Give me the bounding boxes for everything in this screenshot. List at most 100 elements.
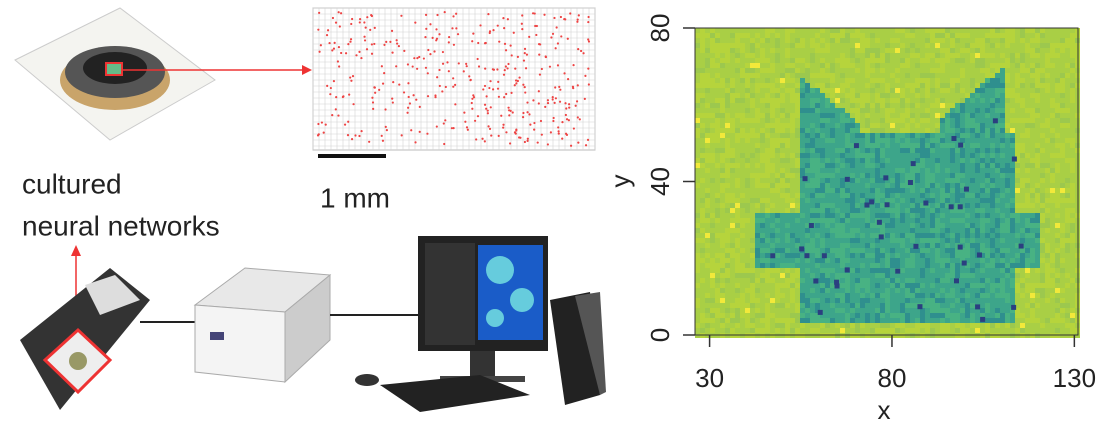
heat-cell — [765, 123, 770, 128]
heat-cell — [935, 188, 940, 193]
heat-cell — [955, 223, 960, 228]
heat-cell — [800, 193, 805, 198]
heat-cell — [710, 83, 715, 88]
heat-cell — [785, 198, 790, 203]
heat-cell — [950, 248, 955, 253]
heat-cell — [845, 263, 850, 268]
heat-cell — [925, 208, 930, 213]
heat-cell — [700, 183, 705, 188]
heat-cell — [990, 83, 995, 88]
spike-dot — [523, 59, 525, 61]
heat-cell — [965, 73, 970, 78]
spike-dot — [470, 79, 472, 81]
heat-cell — [945, 53, 950, 58]
spike-dot — [347, 121, 349, 123]
heat-cell — [950, 128, 955, 133]
heat-cell — [800, 53, 805, 58]
heat-cell — [995, 228, 1000, 233]
heat-cell — [725, 268, 730, 273]
heat-cell — [740, 98, 745, 103]
heat-cell — [1005, 178, 1010, 183]
heat-cell — [1070, 103, 1075, 108]
heat-cell — [1030, 83, 1035, 88]
heat-cell — [735, 53, 740, 58]
heat-cell — [1030, 208, 1035, 213]
heat-cell — [1070, 83, 1075, 88]
heat-cell — [730, 238, 735, 243]
heat-cell — [820, 263, 825, 268]
heat-cell — [805, 298, 810, 303]
heat-cell — [980, 63, 985, 68]
heat-cell — [870, 188, 875, 193]
spike-dot — [557, 64, 559, 66]
heat-cell — [815, 243, 820, 248]
heat-cell — [840, 88, 845, 93]
heat-cell — [725, 183, 730, 188]
heat-cell — [775, 33, 780, 38]
heat-cell — [900, 33, 905, 38]
heat-cell — [965, 143, 970, 148]
heat-cell — [850, 113, 855, 118]
heat-cell — [950, 173, 955, 178]
heat-cell — [730, 98, 735, 103]
heat-cell — [790, 278, 795, 283]
heat-cell — [775, 43, 780, 48]
heat-cell — [995, 278, 1000, 283]
spike-dot — [487, 125, 489, 127]
heat-cell — [865, 158, 870, 163]
heat-cell — [970, 248, 975, 253]
heat-cell — [760, 138, 765, 143]
heat-cell — [815, 133, 820, 138]
heat-cell — [915, 28, 920, 33]
heat-cell — [820, 143, 825, 148]
heat-cell — [870, 123, 875, 128]
heat-cell — [725, 193, 730, 198]
heat-cell — [820, 158, 825, 163]
heat-cell — [860, 308, 865, 313]
heat-cell — [790, 303, 795, 308]
heat-cell — [750, 303, 755, 308]
heat-cell — [1010, 143, 1015, 148]
heat-cell — [835, 33, 840, 38]
heat-cell — [715, 188, 720, 193]
heat-cell — [775, 113, 780, 118]
heat-cell — [1020, 93, 1025, 98]
heat-cell — [825, 223, 830, 228]
heat-cell — [1060, 68, 1065, 73]
heat-cell — [900, 103, 905, 108]
heat-cell — [995, 88, 1000, 93]
heat-cell — [805, 53, 810, 58]
heat-cell — [790, 188, 795, 193]
heat-cell — [860, 233, 865, 238]
heat-cell — [1010, 133, 1015, 138]
heat-cell — [1025, 268, 1030, 273]
heat-cell — [1035, 173, 1040, 178]
heat-cell — [870, 38, 875, 43]
heat-cell — [785, 138, 790, 143]
heat-cell — [805, 208, 810, 213]
spike-dot — [522, 84, 524, 86]
spike-dot — [326, 85, 328, 87]
heat-cell — [765, 68, 770, 73]
heat-cell — [810, 213, 815, 218]
heat-cell — [725, 113, 730, 118]
heat-cell — [840, 303, 845, 308]
heat-cell — [885, 48, 890, 53]
heat-cell — [825, 318, 830, 323]
heat-cell — [710, 158, 715, 163]
heat-cell — [980, 288, 985, 293]
heat-cell — [760, 318, 765, 323]
spike-dot — [448, 36, 450, 38]
heat-cell — [785, 163, 790, 168]
heat-cell — [825, 203, 830, 208]
heat-cell — [805, 288, 810, 293]
heat-cell — [910, 38, 915, 43]
heat-cell — [810, 143, 815, 148]
heat-cell — [1000, 43, 1005, 48]
heat-cell — [850, 93, 855, 98]
heat-cell — [830, 98, 835, 103]
heat-cell — [1050, 73, 1055, 78]
heat-cell — [795, 268, 800, 273]
heat-cell — [1050, 258, 1055, 263]
spike-dot — [432, 37, 434, 39]
